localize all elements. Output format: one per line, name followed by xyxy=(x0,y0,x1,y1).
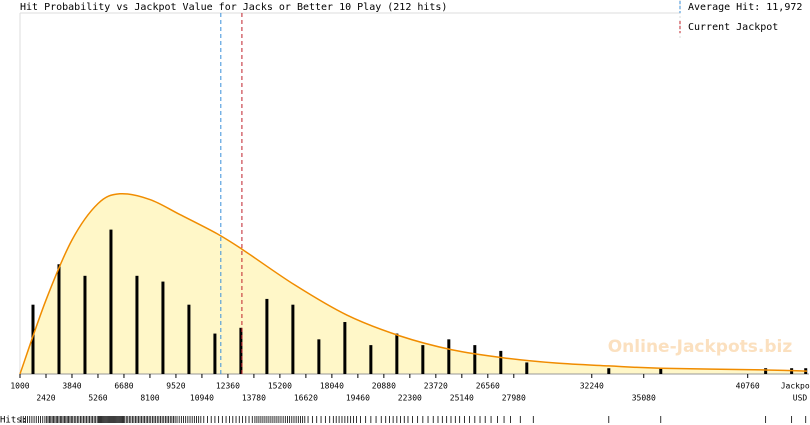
bar xyxy=(499,350,503,374)
bar xyxy=(213,333,217,374)
bar xyxy=(187,304,191,374)
bar xyxy=(343,322,347,374)
bar xyxy=(395,333,399,374)
watermark: Online-Jackpots.biz xyxy=(608,337,793,357)
bar xyxy=(239,327,243,374)
bar xyxy=(473,345,477,374)
bar xyxy=(109,229,113,374)
bar xyxy=(764,368,768,374)
curve-area xyxy=(20,193,807,374)
x-tick-label: 3840 xyxy=(62,382,81,391)
bar xyxy=(57,264,61,374)
x-tick-label: 23720 xyxy=(424,382,448,391)
x-tick-label: 40760 xyxy=(736,382,760,391)
x-tick-label: 22300 xyxy=(398,394,422,403)
bar xyxy=(265,298,269,374)
legend-label: Average Hit: 11,972 xyxy=(688,2,802,13)
bar xyxy=(525,362,529,374)
x-axis-label: Jackpot, xyxy=(781,382,810,391)
x-tick-label: 32240 xyxy=(580,382,604,391)
x-tick-label: 15200 xyxy=(268,382,292,391)
x-tick-label: 2420 xyxy=(36,394,55,403)
bar xyxy=(291,304,295,374)
bar xyxy=(659,368,663,374)
bar xyxy=(83,275,87,374)
bar xyxy=(161,281,165,374)
bar xyxy=(421,345,425,374)
bar xyxy=(447,339,451,374)
x-tick-label: 18040 xyxy=(320,382,344,391)
x-tick-label: 13780 xyxy=(242,394,266,403)
curve-line xyxy=(19,192,808,375)
x-tick-label: 27980 xyxy=(502,394,526,403)
x-tick-label: 26560 xyxy=(476,382,500,391)
x-tick-label: 19460 xyxy=(346,394,370,403)
bar xyxy=(317,339,321,374)
x-tick-label: 6680 xyxy=(114,382,133,391)
x-tick-label: 20880 xyxy=(372,382,396,391)
bar xyxy=(135,275,139,374)
rug-label: Hits: xyxy=(0,416,27,425)
x-tick-label: 5260 xyxy=(88,394,107,403)
x-tick-label: 10940 xyxy=(190,394,214,403)
chart-title: Hit Probability vs Jackpot Value for Jac… xyxy=(20,2,447,13)
x-tick-label: 12360 xyxy=(216,382,240,391)
x-tick-label: 35080 xyxy=(632,394,656,403)
x-axis-label: USD xyxy=(793,394,808,403)
x-tick-label: 1000 xyxy=(10,382,29,391)
x-tick-label: 8100 xyxy=(140,394,159,403)
bar xyxy=(607,368,611,374)
legend-label: Current Jackpot xyxy=(688,22,778,33)
x-tick-label: 9520 xyxy=(166,382,185,391)
x-tick-label: 25140 xyxy=(450,394,474,403)
x-tick-label: 16620 xyxy=(294,394,318,403)
bar xyxy=(369,345,373,374)
bar xyxy=(31,304,35,374)
